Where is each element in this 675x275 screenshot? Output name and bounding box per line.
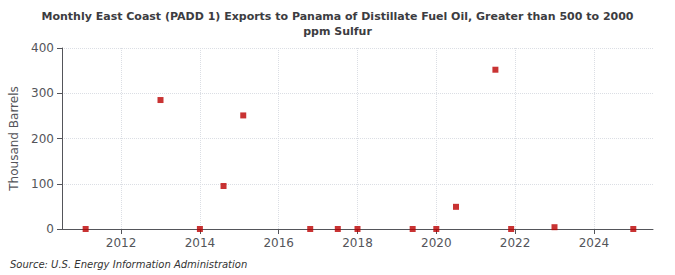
svg-text:100: 100: [31, 177, 54, 191]
svg-text:0: 0: [46, 222, 54, 236]
svg-text:Source: U.S. Energy Informatio: Source: U.S. Energy Information Administ…: [10, 259, 247, 270]
svg-text:400: 400: [31, 41, 54, 55]
svg-text:2020: 2020: [421, 236, 452, 250]
svg-text:2016: 2016: [263, 236, 294, 250]
svg-text:ppm Sulfur: ppm Sulfur: [303, 25, 372, 38]
svg-text:Thousand Barrels: Thousand Barrels: [7, 86, 21, 191]
svg-text:300: 300: [31, 86, 54, 100]
svg-text:2018: 2018: [342, 236, 373, 250]
svg-text:2024: 2024: [579, 236, 610, 250]
svg-text:2014: 2014: [185, 236, 216, 250]
svg-text:Monthly East Coast (PADD 1) Ex: Monthly East Coast (PADD 1) Exports to P…: [41, 10, 633, 23]
svg-text:2022: 2022: [500, 236, 531, 250]
svg-text:2012: 2012: [106, 236, 137, 250]
svg-text:200: 200: [31, 132, 54, 146]
